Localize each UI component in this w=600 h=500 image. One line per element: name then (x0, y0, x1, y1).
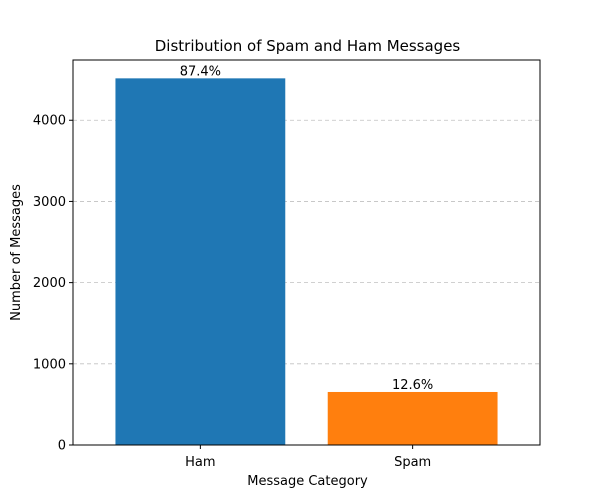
y-tick-label: 3000 (33, 195, 66, 210)
data-labels: 87.4% 12.6% (180, 64, 434, 393)
y-tick-label: 4000 (33, 114, 66, 129)
bars (115, 78, 498, 445)
data-label-ham: 87.4% (180, 64, 221, 79)
bar-spam (327, 391, 498, 445)
y-tick-label: 1000 (33, 357, 66, 372)
plot-frame (72, 59, 541, 446)
y-axis-label: Number of Messages (9, 184, 24, 321)
y-tick-label: 0 (58, 439, 66, 454)
data-label-spam: 12.6% (392, 378, 433, 393)
x-axis-label: Message Category (247, 474, 368, 489)
x-tick-label: Spam (394, 455, 431, 470)
chart-title: Distribution of Spam and Ham Messages (155, 37, 461, 55)
x-tick-label: Ham (185, 455, 215, 470)
x-axis: Ham Spam (185, 445, 431, 470)
y-axis: 0 1000 2000 3000 4000 (33, 114, 73, 454)
bar-ham (115, 78, 286, 445)
y-tick-label: 2000 (33, 276, 66, 291)
